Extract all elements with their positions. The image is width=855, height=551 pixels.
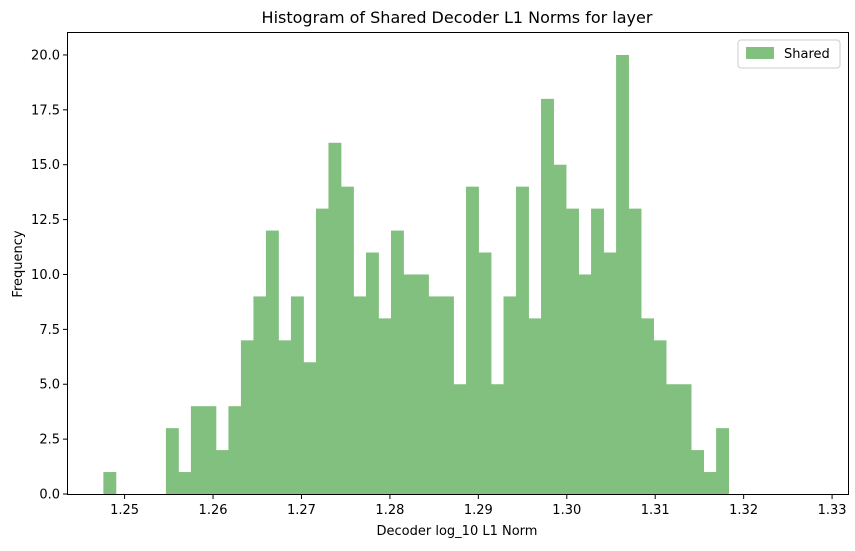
histogram-bar [691, 450, 705, 494]
histogram-bar [378, 318, 392, 494]
x-axis: 1.25 1.26 1.27 1.28 1.29 1.30 1.31 1.32 1.33 [110, 494, 847, 518]
histogram-bar [466, 186, 479, 494]
x-tick-label: 1.26 [199, 503, 228, 518]
y-tick-label: 2.5 [39, 433, 60, 448]
histogram-bar [453, 384, 467, 494]
x-tick-label: 1.28 [375, 503, 404, 518]
y-axis: 0.0 2.5 5.0 7.5 10.0 12.5 15.0 17.5 20.0 [31, 48, 68, 503]
histogram-bar [516, 186, 529, 494]
histogram-bar [653, 340, 667, 494]
histogram-bar [353, 296, 367, 494]
x-tick-label: 1.25 [110, 503, 139, 518]
histogram-bar [315, 208, 329, 494]
x-tick-label: 1.27 [287, 503, 316, 518]
histogram-bar [666, 384, 679, 494]
histogram-bar [240, 340, 254, 494]
histogram-bar [253, 296, 267, 494]
y-tick-label: 17.5 [31, 103, 60, 118]
histogram-bar [265, 230, 279, 495]
y-tick-label: 20.0 [31, 48, 60, 63]
y-axis-label: Frequency [11, 230, 26, 297]
histogram-bar [203, 406, 217, 494]
histogram-bar [616, 54, 629, 494]
histogram-bar [566, 208, 579, 494]
histogram-bar [415, 274, 429, 494]
legend-label: Shared [784, 47, 830, 62]
histogram-bar [678, 384, 692, 494]
x-tick-label: 1.30 [552, 503, 581, 518]
histogram-bar [365, 252, 379, 494]
histogram-bar [103, 472, 117, 494]
histogram-bar [228, 406, 242, 494]
histogram-bar [491, 384, 504, 494]
y-tick-label: 0.0 [39, 488, 60, 503]
histogram-bar [603, 252, 617, 494]
histogram-bar [403, 274, 417, 494]
histogram-bar [278, 340, 292, 494]
histogram-bar [390, 230, 404, 495]
legend-swatch [746, 47, 774, 59]
y-tick-label: 10.0 [31, 268, 60, 283]
histogram-bar [165, 428, 179, 494]
histogram-bar [303, 362, 317, 494]
histogram-bar [503, 296, 517, 494]
histogram-bar [703, 472, 717, 494]
x-tick-label: 1.31 [641, 503, 670, 518]
histogram-bar [478, 252, 492, 494]
y-tick-label: 15.0 [31, 158, 60, 173]
histogram-bar [290, 296, 304, 494]
histogram-bar [541, 98, 554, 494]
histogram-bar [591, 208, 604, 494]
histogram-bar [628, 208, 642, 494]
x-tick-label: 1.32 [729, 503, 758, 518]
histogram-bar [428, 296, 442, 494]
x-axis-label: Decoder log_10 L1 Norm [377, 524, 538, 539]
chart-title: Histogram of Shared Decoder L1 Norms for… [262, 8, 653, 27]
histogram-bar [553, 164, 567, 494]
x-tick-label: 1.29 [464, 503, 493, 518]
histogram-bar [578, 274, 592, 494]
bars-group [103, 54, 730, 495]
histogram-bar [441, 296, 454, 494]
histogram-bar [178, 472, 192, 494]
legend: Shared [737, 39, 841, 69]
y-tick-label: 12.5 [31, 213, 60, 228]
x-tick-label: 1.33 [818, 503, 847, 518]
histogram-bar [340, 186, 354, 494]
histogram-bar [641, 318, 654, 494]
histogram-bar [328, 142, 342, 494]
plot-frame [67, 32, 849, 495]
y-tick-label: 7.5 [39, 323, 60, 338]
histogram-bar [528, 318, 542, 494]
y-tick-label: 5.0 [39, 378, 60, 393]
histogram-bar [215, 450, 229, 494]
histogram-bar [716, 428, 730, 494]
histogram-bar [190, 406, 204, 494]
